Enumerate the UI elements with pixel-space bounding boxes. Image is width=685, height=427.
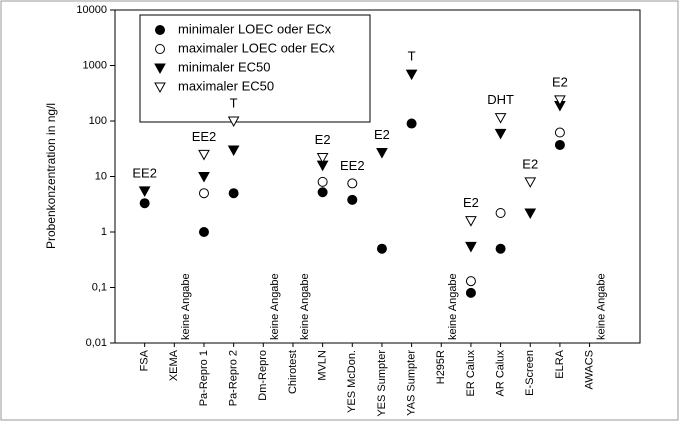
x-tick-label: FSA [139, 349, 151, 371]
x-tick-label: H295R [435, 350, 447, 384]
point [494, 128, 507, 140]
x-tick-label: XEMA [168, 349, 180, 381]
y-tick-label: 100 [89, 115, 107, 127]
point [347, 194, 358, 205]
x-tick-label: AWACS [583, 350, 595, 390]
y-tick-label: 0,1 [92, 281, 107, 293]
point [198, 172, 210, 183]
substance-label: T [408, 49, 416, 64]
point [198, 188, 209, 199]
y-tick-label: 10000 [76, 4, 107, 16]
substance-label: E2 [374, 127, 390, 142]
x-tick-label: Pa-Repro 2 [228, 350, 240, 406]
legend-label: minimaler EC50 [178, 59, 270, 74]
point [138, 186, 151, 197]
y-tick-label: 10 [95, 170, 107, 182]
x-tick-label: Dm-Repro [257, 350, 269, 401]
point [494, 113, 507, 124]
substance-label: EE2 [132, 165, 157, 180]
substance-label: EE2 [192, 129, 217, 144]
y-tick-label: 0,01 [86, 337, 107, 349]
no-data-label: keine Angabe [299, 273, 311, 340]
point [524, 208, 537, 220]
point [376, 148, 388, 159]
x-tick-label: MVLN [317, 350, 329, 381]
point [465, 241, 477, 253]
point [347, 178, 358, 189]
point [405, 69, 418, 81]
substance-label: E2 [315, 132, 331, 147]
substance-label: E2 [552, 74, 568, 89]
legend-marker [154, 63, 166, 75]
x-tick-label: YES McDon. [346, 350, 358, 413]
point [228, 188, 239, 199]
point [406, 118, 417, 129]
y-tick-label: 1 [101, 226, 107, 238]
y-axis-label: Probenkonzentration in ng/l [44, 103, 58, 249]
no-data-label: keine Angabe [447, 273, 459, 340]
point [376, 243, 387, 254]
legend-label: minimaler LOEC oder ECx [178, 21, 332, 36]
no-data-label: keine Angabe [180, 273, 192, 340]
point [316, 152, 329, 164]
point [554, 127, 565, 138]
no-data-label: keine Angabe [269, 273, 281, 340]
x-tick-label: ELRA [554, 349, 566, 378]
point [495, 207, 506, 218]
x-tick-label: AR Calux [494, 350, 506, 397]
legend-marker [155, 44, 165, 54]
legend [139, 14, 371, 123]
point [465, 287, 476, 298]
x-tick-label: Chirotest [287, 350, 299, 394]
x-tick-label: E-Screen [524, 350, 536, 396]
point [227, 116, 240, 128]
substance-label: T [230, 95, 238, 110]
point [227, 145, 240, 157]
x-tick-label: ER Calux [465, 350, 477, 397]
x-tick-label: Pa-Repro 1 [198, 350, 210, 406]
point [317, 176, 328, 187]
y-tick-label: 1000 [83, 59, 107, 71]
point [465, 216, 477, 227]
substance-label: EE2 [340, 158, 365, 173]
frame [0, 0, 679, 421]
point [554, 95, 566, 106]
point [554, 139, 565, 150]
point [465, 276, 476, 287]
x-tick-label: YES Sumpter [376, 350, 388, 417]
substance-label: E2 [522, 156, 538, 171]
legend-label: maximaler EC50 [178, 78, 274, 93]
point [198, 149, 210, 161]
substance-label: DHT [487, 92, 514, 107]
substance-label: E2 [463, 195, 479, 210]
no-data-label: keine Angabe [595, 273, 607, 340]
point [495, 243, 506, 254]
point [139, 198, 150, 209]
legend-marker [154, 82, 166, 94]
legend-label: maximaler LOEC oder ECx [178, 40, 335, 55]
x-tick-label: YAS Sumpter [406, 350, 418, 416]
point [524, 177, 537, 188]
point [317, 187, 328, 198]
legend-marker [155, 25, 165, 35]
point [198, 227, 209, 237]
